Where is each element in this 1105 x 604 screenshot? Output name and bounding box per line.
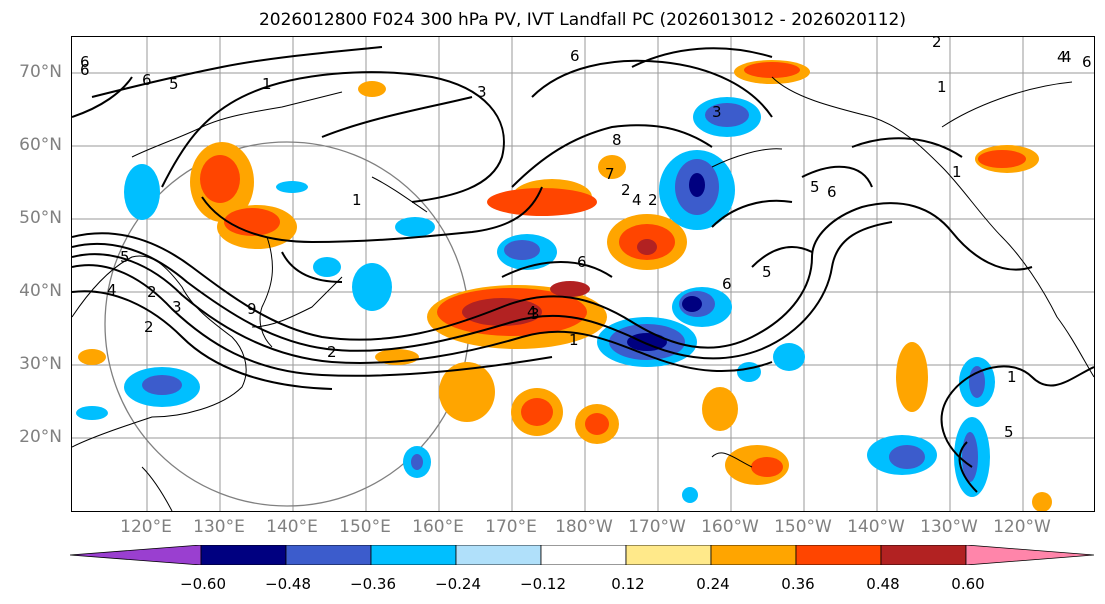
contour-label: 7 <box>605 165 615 183</box>
contour-label: 4 <box>1062 48 1072 66</box>
colorbar-bin <box>200 545 287 565</box>
lon-label: 160°E <box>412 517 464 537</box>
contour-label: 4 <box>527 303 537 321</box>
colorbar-bin <box>880 545 967 565</box>
contour-label: 6 <box>570 47 580 65</box>
colorbar-tick-label: 0.12 <box>611 575 645 593</box>
contour-label: 1 <box>569 331 579 349</box>
contour-label: 6 <box>1082 53 1092 71</box>
colorbar-over-arrow <box>965 545 1094 565</box>
contour-label: 6 <box>827 183 837 201</box>
colorbar-tick-label: 0.60 <box>951 575 985 593</box>
colorbar-bin <box>625 545 712 565</box>
contour-label: 9 <box>247 300 257 318</box>
contour-label: 6 <box>722 275 732 293</box>
lat-label: 30°N <box>19 354 62 374</box>
map-title: 2026012800 F024 300 hPa PV, IVT Landfall… <box>258 10 906 30</box>
colorbar-bin <box>795 545 882 565</box>
lat-label: 40°N <box>19 281 62 301</box>
colorbar-bin <box>540 545 627 565</box>
pv-contours <box>72 46 1094 493</box>
colorbar <box>70 545 1094 565</box>
lon-label: 150°E <box>339 517 391 537</box>
contour-label: 2 <box>327 343 337 361</box>
colorbar-tick-label: −0.24 <box>435 575 481 593</box>
lat-label: 20°N <box>19 427 62 447</box>
colorbar-bin <box>455 545 542 565</box>
colorbar-tick-label: 0.24 <box>696 575 730 593</box>
colorbar-tick-label: 0.48 <box>866 575 900 593</box>
contour-label: 2 <box>648 191 658 209</box>
contour-label: 2 <box>147 283 157 301</box>
contour-label: 3 <box>712 103 722 121</box>
lon-label: 180°W <box>555 517 613 537</box>
colorbar-tick-label: 0.36 <box>781 575 815 593</box>
lon-label: 130°W <box>920 517 978 537</box>
colorbar-bin <box>285 545 372 565</box>
colorbar-tick-label: −0.48 <box>265 575 311 593</box>
contour-label: 3 <box>530 305 540 323</box>
contour-label: 3 <box>477 83 487 101</box>
contour-label: 2 <box>144 318 154 336</box>
contour-label: 5 <box>1004 423 1014 441</box>
lat-label: 50°N <box>19 208 62 228</box>
colorbar-bin <box>370 545 457 565</box>
contour-label: 1 <box>262 75 272 93</box>
lon-label: 120°E <box>120 517 172 537</box>
contour-labels: 6 6 5 1 3 6 8 7 2 4 2 3 4 1 5 6 6 5 6 4 … <box>80 37 1092 441</box>
contour-label: 5 <box>762 263 772 281</box>
colorbar-bin <box>710 545 797 565</box>
contour-label: 6 <box>577 253 587 271</box>
contour-label: 1 <box>937 78 947 96</box>
contour-label: 1 <box>952 163 962 181</box>
contour-label: 6 <box>80 53 90 71</box>
contour-label: 4 <box>107 281 117 299</box>
contour-label: 5 <box>120 248 130 266</box>
contour-label: 2 <box>621 181 631 199</box>
coastlines <box>72 76 1094 511</box>
contour-label: 2 <box>932 37 942 51</box>
map-canvas: 6 6 5 1 3 6 8 7 2 4 2 3 4 1 5 6 6 5 6 4 … <box>72 37 1094 511</box>
lon-label: 140°W <box>847 517 905 537</box>
lon-label: 160°W <box>701 517 759 537</box>
map-panel: 6 6 5 1 3 6 8 7 2 4 2 3 4 1 5 6 6 5 6 4 … <box>71 36 1095 512</box>
colorbar-tick-label: −0.60 <box>180 575 226 593</box>
lon-label: 170°W <box>628 517 686 537</box>
contour-label: 4 <box>1057 48 1067 66</box>
contour-label: 8 <box>612 131 622 149</box>
lat-label: 60°N <box>19 135 62 155</box>
contour-label: 3 <box>172 298 182 316</box>
lon-label: 130°E <box>193 517 245 537</box>
contour-label: 5 <box>169 75 179 93</box>
contour-label: 5 <box>810 178 820 196</box>
contour-label: 1 <box>352 191 362 209</box>
pv-negative-shading <box>76 97 995 503</box>
colorbar-tick-label: −0.12 <box>520 575 566 593</box>
lon-label: 150°W <box>774 517 832 537</box>
lon-label: 170°E <box>485 517 537 537</box>
lat-label: 70°N <box>19 62 62 82</box>
lon-label: 140°E <box>266 517 318 537</box>
colorbar-tick-label: −0.36 <box>350 575 396 593</box>
lon-label: 120°W <box>993 517 1051 537</box>
contour-label: 6 <box>80 61 90 79</box>
contour-label: 6 <box>142 71 152 89</box>
colorbar-under-arrow <box>70 545 202 565</box>
contour-label: 1 <box>1007 368 1017 386</box>
contour-label: 4 <box>632 191 642 209</box>
graticule <box>72 37 1094 511</box>
